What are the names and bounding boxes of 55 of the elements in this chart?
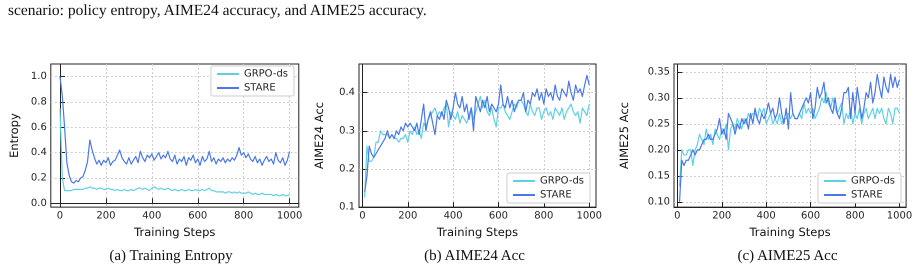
y-tick-label: 0.10 (648, 196, 670, 208)
y-tick-label: 0.4 (30, 147, 47, 158)
x-tick-label: 600 (801, 210, 820, 222)
x-axis-title: Training Steps (748, 225, 831, 239)
y-tick-label: 0.2 (339, 163, 355, 174)
x-tick-label: 800 (845, 210, 865, 222)
x-tick-label: 200 (712, 210, 732, 222)
y-tick-label: 0.35 (648, 66, 670, 78)
y-axis-title: Entropy (7, 113, 21, 158)
legend-label: GRPO-ds (540, 176, 584, 186)
line-series (59, 108, 290, 196)
x-tick-label: 0 (56, 210, 64, 222)
y-tick-label: 1.0 (30, 71, 47, 82)
line-series (678, 92, 900, 187)
x-tick-label: 200 (96, 210, 116, 222)
x-tick-label: 600 (488, 210, 508, 222)
y-tick-label: 0.0 (30, 198, 47, 209)
y-tick-label: 0.25 (648, 118, 670, 130)
x-tick-label: 800 (534, 210, 554, 222)
y-tick-label: 0.4 (339, 87, 355, 98)
y-tick-label: 0.15 (648, 170, 670, 182)
text: (b) AIME24 Acc (423, 248, 526, 265)
line-series (678, 74, 900, 202)
line-series (59, 76, 290, 184)
legend-label: STARE (244, 82, 276, 94)
legend-label: STARE (850, 190, 883, 200)
text: (c) AIME25 Acc (736, 248, 838, 265)
x-axis-title: Training Steps (436, 225, 518, 239)
y-tick-label: 0.30 (648, 92, 670, 104)
y-axis-title: AIME24 Acc (312, 102, 326, 170)
x-tick-label: 400 (756, 210, 776, 222)
text: scenario: policy entropy, AIME24 accuracy, and AIME25 accuracy. (8, 2, 427, 20)
legend-label: GRPO-ds (244, 68, 288, 80)
x-tick-label: 400 (444, 210, 463, 222)
y-tick-label: 0.3 (339, 125, 355, 136)
y-axis-title: AIME25 Acc (617, 102, 631, 170)
x-tick-label: 1000 (576, 210, 602, 222)
x-tick-label: 0 (359, 210, 366, 222)
x-tick-label: 1000 (276, 210, 302, 222)
y-tick-label: 0.20 (648, 144, 670, 156)
x-tick-label: 1000 (886, 210, 912, 222)
y-tick-label: 0.2 (30, 172, 47, 184)
line-series (364, 96, 590, 198)
x-tick-label: 200 (398, 210, 418, 222)
x-tick-label: 0 (674, 210, 681, 222)
text: (a) Training Entropy (108, 248, 234, 265)
legend-label: STARE (540, 190, 572, 200)
x-tick-label: 800 (234, 210, 254, 222)
y-tick-label: 0.1 (339, 202, 355, 213)
legend-label: GRPO-ds (850, 176, 896, 186)
y-tick-label: 0.6 (30, 122, 47, 133)
y-tick-label: 0.8 (30, 96, 47, 108)
x-tick-label: 600 (188, 210, 208, 222)
x-tick-label: 400 (142, 210, 162, 222)
x-axis-title: Training Steps (133, 225, 216, 239)
